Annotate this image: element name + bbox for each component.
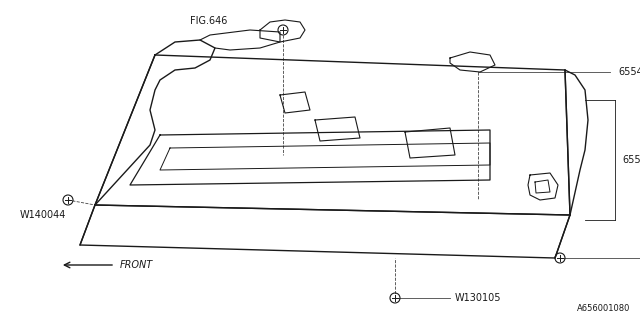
- Text: FIG.646: FIG.646: [190, 16, 227, 26]
- Text: A656001080: A656001080: [577, 304, 630, 313]
- Text: FRONT: FRONT: [120, 260, 153, 270]
- Text: 65546N: 65546N: [618, 67, 640, 77]
- Text: W140044: W140044: [20, 210, 67, 220]
- Text: W130105: W130105: [455, 293, 502, 303]
- Text: 65510: 65510: [622, 155, 640, 165]
